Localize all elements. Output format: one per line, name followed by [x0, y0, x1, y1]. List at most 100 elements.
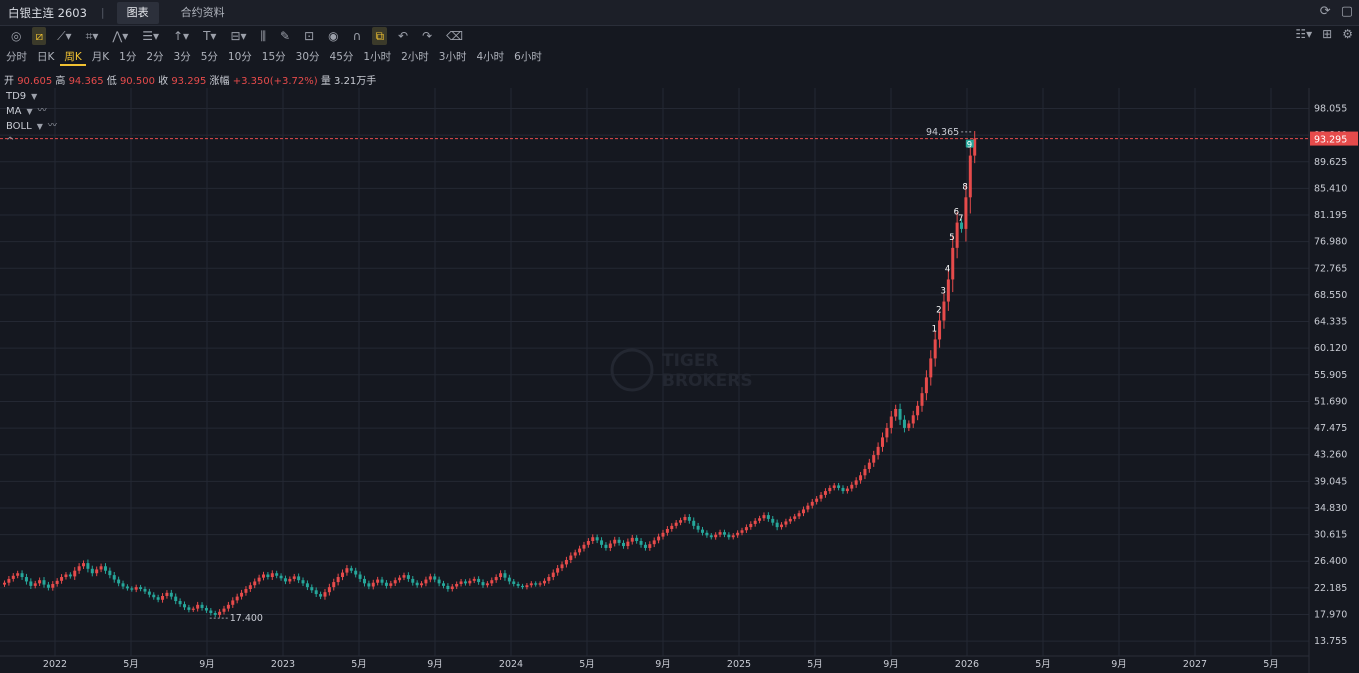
candle-body	[46, 584, 50, 588]
y-tick-label: 89.625	[1314, 157, 1347, 168]
candle-body	[437, 579, 441, 584]
candle-body	[819, 494, 823, 499]
lock-icon[interactable]: ⊡	[304, 29, 315, 43]
tab-chart[interactable]: 图表	[116, 1, 159, 24]
candle-body	[924, 377, 928, 394]
settings-icon[interactable]: ⚙	[1342, 27, 1353, 41]
period-9[interactable]: 15分	[261, 51, 286, 63]
line-tool-icon[interactable]: ⟋▾	[57, 29, 72, 43]
indicator-boll-label: BOLL	[6, 121, 32, 132]
period-3[interactable]: 月K	[91, 51, 110, 63]
redo-icon[interactable]: ↷	[422, 29, 433, 43]
candle-body	[55, 580, 59, 584]
candle-body	[147, 591, 151, 595]
period-4[interactable]: 1分	[119, 51, 137, 63]
period-14[interactable]: 3小时	[438, 51, 467, 63]
candle-body	[380, 579, 384, 583]
period-selector: 分时 日K 周K 月K 1分 2分 3分 5分 10分 15分 30分 45分 1小时 2小时 3小时 4小时…	[0, 48, 1359, 66]
indicator-td9[interactable]: TD9 ▼	[6, 89, 57, 104]
candle-body	[753, 520, 757, 524]
watermark-logo-icon	[610, 348, 654, 392]
candle-body	[11, 575, 15, 579]
undo-icon[interactable]: ↶	[398, 29, 409, 43]
candle-body	[705, 532, 709, 536]
rect-tool-icon[interactable]: ⌗▾	[85, 29, 99, 43]
low-label: 低	[106, 76, 117, 87]
period-2[interactable]: 周K	[60, 48, 86, 66]
td-count-label: 3	[940, 287, 945, 297]
y-tick-label: 30.615	[1314, 530, 1347, 541]
link-icon[interactable]: ⧉	[372, 27, 388, 45]
candle-body	[534, 583, 538, 585]
fib-tool-icon[interactable]: ☰▾	[142, 29, 159, 43]
eye-hide-icon[interactable]: 〰	[37, 106, 47, 116]
collapse-indicators-icon[interactable]: ^	[6, 136, 15, 147]
x-tick-label: 2027	[1183, 659, 1207, 670]
eye-icon[interactable]: ◉	[328, 29, 339, 43]
period-10[interactable]: 30分	[295, 51, 320, 63]
period-7[interactable]: 5分	[200, 51, 218, 63]
x-tick-label: 5月	[1263, 659, 1279, 670]
candle-body	[341, 572, 345, 578]
candlestick-chart[interactable]: 98.05593.84089.62585.41081.19576.98072.7…	[0, 88, 1359, 673]
candle-body	[503, 573, 507, 578]
pattern-tool-icon[interactable]: ⋀▾	[112, 29, 129, 43]
candle-body	[560, 564, 564, 569]
candle-body	[455, 583, 459, 587]
period-1[interactable]: 日K	[37, 51, 55, 63]
indicator-list: TD9 ▼ MA ▼ 〰 BOLL ▼ 〰 ^	[6, 89, 57, 149]
candle-body	[218, 611, 222, 615]
period-13[interactable]: 2小时	[401, 51, 429, 63]
candle-body	[881, 437, 884, 447]
candle-body	[485, 583, 489, 586]
period-12[interactable]: 1小时	[363, 51, 392, 63]
period-16[interactable]: 6小时	[514, 51, 542, 63]
maximize-icon[interactable]: ▢	[1340, 4, 1353, 19]
indicator-boll[interactable]: BOLL ▼ 〰	[6, 119, 57, 134]
chart-style-icon[interactable]: ⧄	[32, 27, 47, 45]
change-label: 涨幅	[209, 76, 230, 87]
period-6[interactable]: 3分	[173, 51, 191, 63]
candle-body	[701, 529, 705, 533]
pencil-icon[interactable]: ✎	[280, 29, 291, 43]
refresh-icon[interactable]: ⟳	[1319, 4, 1331, 19]
trash-icon[interactable]: ⌫	[446, 29, 464, 43]
watermark-text: BROKERS	[662, 371, 753, 391]
period-11[interactable]: 45分	[329, 51, 354, 63]
candle-body	[367, 583, 371, 587]
measure-tool-icon[interactable]: ⊟▾	[230, 29, 247, 43]
indicator-td9-label: TD9	[6, 91, 27, 102]
layout-icon[interactable]: ☷▾	[1295, 27, 1313, 41]
candle-body	[938, 320, 942, 340]
candle-body	[942, 301, 946, 321]
candle-body	[762, 515, 766, 519]
candle-body	[586, 541, 590, 545]
volume-bars-icon[interactable]: ⫼	[260, 29, 267, 43]
grid-icon[interactable]: ⊞	[1322, 27, 1333, 41]
period-5[interactable]: 2分	[146, 51, 164, 63]
candle-body	[788, 518, 792, 522]
indicator-ma[interactable]: MA ▼ 〰	[6, 104, 57, 119]
magnet-icon[interactable]: ∩	[352, 29, 362, 43]
candle-body	[354, 570, 358, 575]
indicator-icon[interactable]: ◎	[11, 29, 22, 43]
candle-body	[771, 518, 775, 523]
tab-contract-info[interactable]: 合约资料	[180, 5, 225, 19]
candle-body	[191, 608, 195, 610]
candle-body	[683, 517, 687, 521]
period-8[interactable]: 10分	[227, 51, 252, 63]
arrow-tool-icon[interactable]: ↑▾	[173, 29, 190, 43]
chevron-down-icon[interactable]: ▼	[36, 122, 43, 131]
period-0[interactable]: 分时	[6, 51, 27, 63]
candle-body	[889, 416, 893, 428]
chevron-down-icon[interactable]: ▼	[26, 107, 33, 116]
candle-body	[463, 581, 467, 584]
chevron-down-icon[interactable]: ▼	[31, 92, 38, 101]
x-tick-label: 9月	[427, 659, 443, 670]
chart-background	[0, 88, 1359, 673]
period-15[interactable]: 4小时	[476, 51, 505, 63]
x-tick-label: 5月	[579, 659, 595, 670]
high-marker-label: 94.365	[926, 127, 959, 138]
text-tool-icon[interactable]: T▾	[203, 29, 217, 43]
eye-hide-icon[interactable]: 〰	[47, 121, 57, 131]
